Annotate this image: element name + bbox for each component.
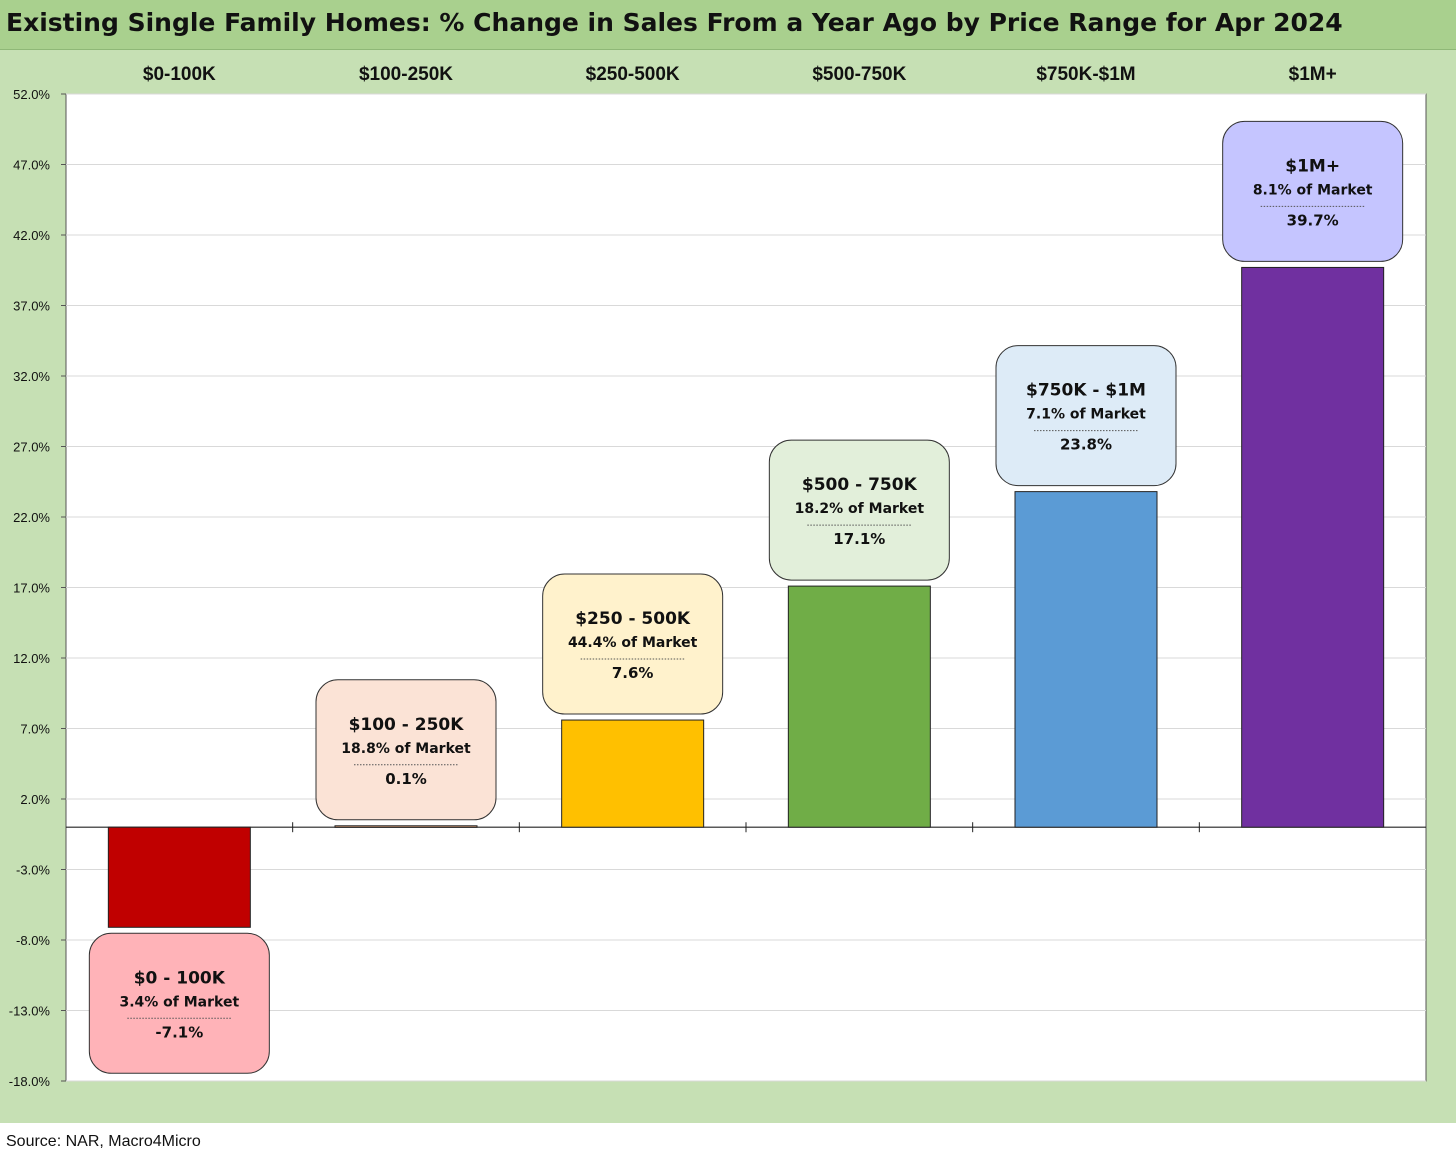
- category-label: $1M+: [1289, 64, 1337, 85]
- callout-box: $500 - 750K 18.2% of Market 17.1%: [768, 439, 950, 581]
- callout-label: $0 - 100K: [134, 968, 226, 988]
- y-tick-label: 52.0%: [13, 87, 50, 102]
- callout-market-share: 8.1% of Market: [1253, 182, 1373, 198]
- bar: [561, 719, 705, 828]
- y-tick-label: 22.0%: [13, 510, 50, 525]
- y-tick-label: 42.0%: [13, 228, 50, 243]
- callout-market-share: 7.1% of Market: [1026, 407, 1146, 423]
- callout-box: $0 - 100K 3.4% of Market -7.1%: [88, 932, 270, 1074]
- callout-market-share: 3.4% of Market: [119, 994, 239, 1010]
- callout-background: [315, 679, 497, 821]
- callout-box: $750K - $1M 7.1% of Market 23.8%: [995, 345, 1177, 487]
- y-tick-label: 12.0%: [13, 651, 50, 666]
- chart-svg: 52.0% 47.0% 42.0% 37.0% 32.0% 27.0% 22.0% 17.0%…: [9, 64, 1427, 1089]
- title-bar: Existing Single Family Homes: % Change i…: [0, 0, 1456, 50]
- callout-market-share: 18.8% of Market: [341, 741, 471, 757]
- source-note: Source: NAR, Macro4Micro: [6, 1133, 201, 1150]
- category-label: $750K-$1M: [1036, 64, 1135, 85]
- callout-label: $500 - 750K: [802, 475, 918, 495]
- callout-market-share: 44.4% of Market: [568, 635, 698, 651]
- y-tick-label: 32.0%: [13, 369, 50, 384]
- y-tick-label: 47.0%: [13, 158, 50, 173]
- bar: [1241, 266, 1385, 828]
- callout-box: $100 - 250K 18.8% of Market 0.1%: [315, 679, 497, 821]
- category-label: $0-100K: [143, 64, 216, 85]
- callout-market-share: 18.2% of Market: [795, 501, 925, 517]
- y-tick-label: -18.0%: [9, 1074, 51, 1089]
- callout-background: [1222, 120, 1404, 262]
- callout-label: $750K - $1M: [1026, 381, 1146, 401]
- callout-box: $1M+ 8.1% of Market 39.7%: [1222, 120, 1404, 262]
- callout-background: [995, 345, 1177, 487]
- y-tick-label: -3.0%: [16, 863, 50, 878]
- y-tick-label: 17.0%: [13, 581, 50, 596]
- y-tick-label: 27.0%: [13, 440, 50, 455]
- callout-value: 39.7%: [1287, 211, 1339, 229]
- y-tick-label: -8.0%: [16, 933, 50, 948]
- callout-background: [768, 439, 950, 581]
- chart-title: Existing Single Family Homes: % Change i…: [6, 8, 1343, 37]
- callout-label: $250 - 500K: [575, 609, 691, 629]
- category-label: $100-250K: [359, 64, 453, 85]
- callout-label: $100 - 250K: [349, 715, 465, 735]
- y-tick-label: 37.0%: [13, 299, 50, 314]
- callout-box: $250 - 500K 44.4% of Market 7.6%: [542, 573, 724, 715]
- category-label: $250-500K: [586, 64, 680, 85]
- callout-value: 7.6%: [612, 664, 654, 682]
- callout-value: 0.1%: [385, 770, 427, 788]
- callout-background: [88, 932, 270, 1074]
- callout-label: $1M+: [1285, 156, 1340, 176]
- y-tick-label: -13.0%: [9, 1004, 51, 1019]
- bar: [334, 825, 478, 828]
- bar: [787, 585, 931, 828]
- bar: [107, 826, 251, 928]
- callout-value: 23.8%: [1060, 436, 1112, 454]
- callout-value: -7.1%: [155, 1023, 203, 1041]
- category-label: $500-750K: [812, 64, 906, 85]
- callout-background: [542, 573, 724, 715]
- y-tick-label: 7.0%: [20, 722, 50, 737]
- y-tick-label: 2.0%: [20, 792, 50, 807]
- callout-value: 17.1%: [833, 530, 885, 548]
- bar: [1014, 491, 1158, 828]
